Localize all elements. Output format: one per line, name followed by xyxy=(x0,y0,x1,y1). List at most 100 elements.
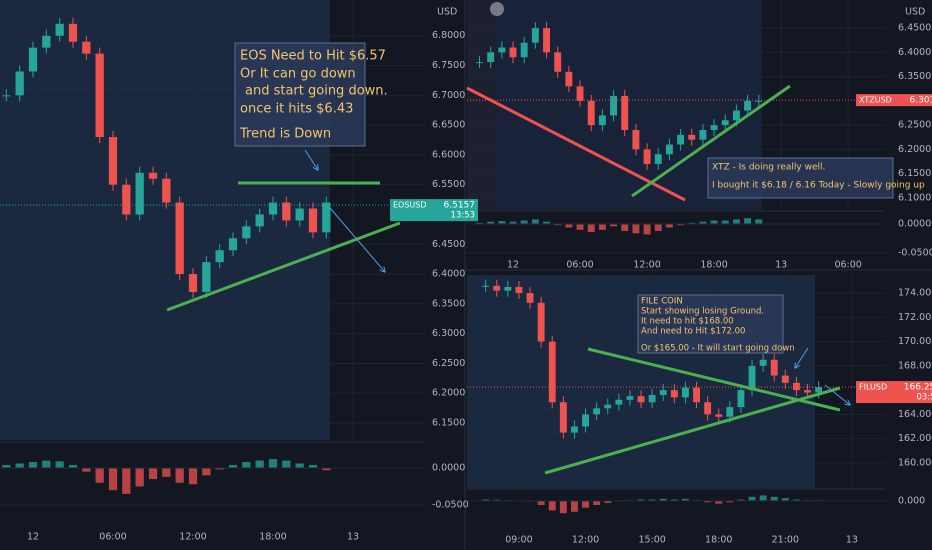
macd-bar xyxy=(295,463,304,468)
macd-bar xyxy=(576,224,584,230)
macd-bar xyxy=(704,500,712,503)
candle-body xyxy=(654,154,662,164)
arrow xyxy=(795,347,809,368)
macd-bar xyxy=(554,224,562,226)
annotation-box xyxy=(707,157,894,199)
y-tick-label: 6.4500 xyxy=(432,239,465,250)
candle-body xyxy=(148,172,158,179)
candle-body xyxy=(565,71,573,87)
candle-body xyxy=(748,365,756,391)
candle-body xyxy=(615,399,623,405)
macd-bar xyxy=(759,495,767,501)
macd-bar xyxy=(498,221,506,225)
macd-bar xyxy=(670,499,678,501)
candle-body xyxy=(665,144,673,155)
last-price-label: 6.5157 xyxy=(444,201,476,211)
macd-bar xyxy=(282,460,291,468)
x-tick-label: 21:00 xyxy=(772,535,799,546)
x-tick-label: 12:00 xyxy=(633,260,660,271)
candle-body xyxy=(215,250,224,263)
macd-bar xyxy=(509,221,517,225)
macd-bar xyxy=(726,500,734,503)
annotation-text: Start showing losing Ground. xyxy=(641,307,764,317)
arrow xyxy=(824,384,850,405)
y-tick-label: 6.4000 xyxy=(432,269,465,280)
macd-bar xyxy=(688,222,696,225)
y-tick-label: 6.2000 xyxy=(432,388,465,399)
candle-body xyxy=(175,202,184,275)
candle-body xyxy=(688,134,696,140)
y-tick-label: 6.2000 xyxy=(898,144,931,155)
macd-bar xyxy=(621,224,629,231)
marks xyxy=(0,0,885,514)
macd-bar xyxy=(148,467,158,480)
candle-body xyxy=(587,100,595,126)
annotation-box xyxy=(234,42,366,147)
macd-bar xyxy=(228,464,238,468)
y-tick-label: 6.1000 xyxy=(898,192,931,203)
macd-bar xyxy=(531,219,539,225)
candle-body xyxy=(135,172,144,215)
macd-bar xyxy=(42,460,51,468)
x-tick-label: 18:00 xyxy=(700,260,727,271)
macd-bar xyxy=(108,467,118,491)
y-tick-label: 174.000 xyxy=(898,288,932,299)
macd-bar xyxy=(715,500,723,504)
y-tick-label: 6.7500 xyxy=(432,60,465,71)
x-tick-label: 13 xyxy=(775,260,787,271)
macd-bar xyxy=(162,467,171,477)
symbol-label: FILUSD xyxy=(859,383,887,392)
candle-body xyxy=(2,95,11,97)
macd-bar xyxy=(737,499,745,501)
countdown-label: 13:53 xyxy=(451,211,476,221)
macd-bar xyxy=(770,496,778,501)
candle-body xyxy=(715,414,723,417)
candle-body xyxy=(68,23,78,42)
y-tick-label: 162.000 xyxy=(898,433,932,444)
macd-bar xyxy=(699,221,707,225)
candle-body xyxy=(548,341,556,403)
annotation-text: I bought it $6.18 / 6.16 Today - Slowly … xyxy=(712,181,925,191)
y-tick-label: 168.000 xyxy=(898,360,932,371)
trend-line xyxy=(544,386,841,475)
y-tick-label: 6.3000 xyxy=(432,328,465,339)
arrow xyxy=(329,207,385,272)
y-tick-label: 0.0000 xyxy=(432,462,465,473)
macd-bar xyxy=(543,221,550,225)
macd-bar xyxy=(732,219,740,225)
candle-body xyxy=(699,129,707,140)
macd-bar xyxy=(476,222,483,225)
macd-bar xyxy=(493,499,501,501)
macd-bar xyxy=(268,459,278,468)
candle-body xyxy=(308,208,318,233)
macd-bar xyxy=(648,499,656,501)
macd-bar xyxy=(188,467,198,485)
candle-body xyxy=(282,202,291,221)
labels: 6.8000 6.7500 6.7000 6.6500 6.6000 6.5500 6.45… xyxy=(27,7,932,546)
y-tick-label: 164.000 xyxy=(898,409,932,420)
candle-body xyxy=(15,71,24,96)
y-tick-label: 170.000 xyxy=(898,336,932,347)
candle-body xyxy=(626,396,634,400)
price-tag xyxy=(856,381,932,404)
annotation-text: Or It can go down xyxy=(240,67,356,82)
candle-body xyxy=(515,287,523,294)
y-tick-label: 6.3500 xyxy=(898,71,931,82)
candle-body xyxy=(108,137,118,185)
candle-body xyxy=(482,285,490,287)
candle-body xyxy=(228,238,238,251)
candle-body xyxy=(759,359,767,366)
indicator-dot[interactable] xyxy=(490,2,504,16)
symbol-label: XTZUSD xyxy=(859,96,892,105)
y-tick-label: 0.0000 xyxy=(898,219,931,230)
candle-body xyxy=(322,202,331,233)
candle-body xyxy=(487,52,495,63)
candle-body xyxy=(621,96,629,130)
x-tick-label: 12 xyxy=(27,532,39,543)
x-tick-label: 06:00 xyxy=(566,260,593,271)
y-tick-label: 6.8000 xyxy=(432,30,465,41)
macd-bar xyxy=(744,218,752,225)
candle-body xyxy=(643,149,651,164)
x-tick-label: 13 xyxy=(347,532,359,543)
